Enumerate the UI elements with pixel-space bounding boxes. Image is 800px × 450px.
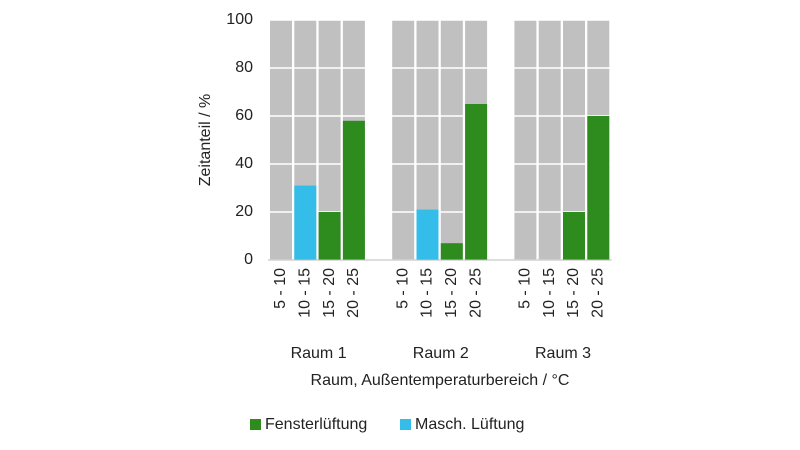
x-tick-label: 20 - 25 bbox=[345, 268, 362, 318]
legend-swatch bbox=[250, 419, 261, 430]
legend-label: Masch. Lüftung bbox=[415, 416, 524, 433]
x-tick-label: 10 - 15 bbox=[297, 268, 314, 318]
x-tick-label: 15 - 20 bbox=[565, 268, 582, 318]
bar-background bbox=[440, 20, 463, 260]
group-label: Raum 1 bbox=[291, 345, 347, 362]
y-tick-label: 40 bbox=[235, 155, 253, 172]
y-axis-title: Zeitanteil / % bbox=[197, 94, 214, 186]
x-axis-title: Raum, Außentemperaturbereich / °C bbox=[311, 372, 570, 389]
y-tick-label: 80 bbox=[235, 59, 253, 76]
y-tick-label: 60 bbox=[235, 107, 253, 124]
x-tick-label: 10 - 15 bbox=[419, 268, 436, 318]
x-tick-label: 15 - 20 bbox=[443, 268, 460, 318]
group-label: Raum 2 bbox=[413, 345, 469, 362]
x-tick-label: 5 - 10 bbox=[272, 268, 289, 309]
bar-background bbox=[538, 20, 561, 260]
x-tick-label: 20 - 25 bbox=[467, 268, 484, 318]
y-tick-label: 100 bbox=[226, 11, 253, 28]
bar-background bbox=[514, 20, 537, 260]
group-label: Raum 3 bbox=[535, 345, 591, 362]
bar bbox=[342, 120, 365, 260]
bar-background bbox=[563, 20, 585, 260]
bar-background bbox=[318, 20, 341, 260]
bar bbox=[294, 185, 317, 260]
x-tick-label: 20 - 25 bbox=[590, 268, 607, 318]
x-tick-label: 10 - 15 bbox=[541, 268, 558, 318]
x-tick-label: 5 - 10 bbox=[517, 268, 534, 309]
bar bbox=[318, 212, 341, 260]
y-tick-label: 0 bbox=[244, 251, 253, 268]
bar bbox=[465, 104, 488, 260]
x-tick-label: 15 - 20 bbox=[321, 268, 338, 318]
bar-background bbox=[392, 20, 415, 260]
bar-background bbox=[416, 20, 439, 260]
legend-label: Fensterlüftung bbox=[265, 416, 367, 433]
x-tick-label: 5 - 10 bbox=[394, 268, 411, 309]
bar bbox=[587, 116, 610, 260]
bar bbox=[440, 243, 463, 260]
y-tick-label: 20 bbox=[235, 203, 253, 220]
bar bbox=[563, 212, 585, 260]
legend-swatch bbox=[400, 419, 411, 430]
bar bbox=[416, 209, 439, 260]
bar-background bbox=[270, 20, 292, 260]
